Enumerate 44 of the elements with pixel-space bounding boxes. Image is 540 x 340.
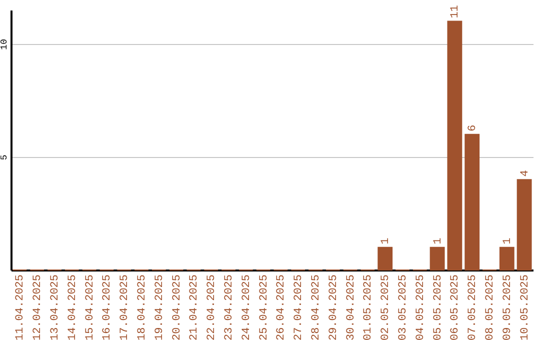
x-tick-label: 02.05.2025	[380, 274, 392, 340]
y-tick-label: 10	[0, 39, 10, 50]
data-label: 1	[380, 237, 392, 244]
x-tick-label: 22.04.2025	[206, 274, 218, 340]
x-tick-label: 25.04.2025	[258, 274, 270, 340]
data-label: 4	[519, 170, 532, 177]
bar	[516, 179, 532, 270]
x-tick-label: 13.04.2025	[50, 274, 62, 340]
x-tick-label: 05.05.2025	[432, 274, 444, 340]
bar	[447, 20, 462, 270]
x-tick-label: 24.04.2025	[240, 274, 253, 340]
x-tick-label: 14.04.2025	[66, 274, 79, 340]
x-tick-label: 29.04.2025	[328, 274, 340, 340]
x-tick-label: 12.04.2025	[32, 274, 44, 340]
x-tick-label: 07.05.2025	[467, 274, 480, 340]
x-tick-label: 20.04.2025	[171, 274, 184, 340]
x-tick-label: 10.05.2025	[519, 274, 532, 340]
x-tick-label: 21.04.2025	[188, 274, 201, 340]
x-tick-label: 17.04.2025	[119, 274, 132, 340]
x-tick-label: 18.04.2025	[136, 274, 148, 340]
x-tick-label: 01.05.2025	[362, 274, 375, 340]
data-label: 11	[450, 4, 462, 18]
x-tick-label: 06.05.2025	[450, 274, 462, 340]
x-tick-label: 28.04.2025	[310, 274, 322, 340]
data-label: 1	[502, 237, 514, 244]
data-label: 1	[432, 237, 444, 244]
x-tick-label: 26.04.2025	[276, 274, 288, 340]
y-tick-label: 5	[0, 154, 10, 160]
x-tick-label: 16.04.2025	[102, 274, 114, 340]
x-tick-label: 03.05.2025	[398, 274, 410, 340]
bar	[430, 246, 445, 270]
x-tick-label: 11.04.2025	[14, 274, 27, 340]
data-label: 6	[467, 124, 480, 132]
x-tick-label: 27.04.2025	[293, 274, 306, 340]
bar	[378, 246, 393, 270]
x-tick-label: 08.05.2025	[484, 274, 496, 340]
x-tick-label: 23.04.2025	[224, 274, 236, 340]
x-tick-label: 30.04.2025	[345, 274, 358, 340]
bar	[464, 134, 480, 270]
x-tick-label: 15.04.2025	[84, 274, 96, 340]
x-tick-label: 09.05.2025	[502, 274, 514, 340]
bar	[499, 246, 514, 270]
x-tick-label: 04.05.2025	[414, 274, 427, 340]
x-tick-label: 19.04.2025	[154, 274, 166, 340]
